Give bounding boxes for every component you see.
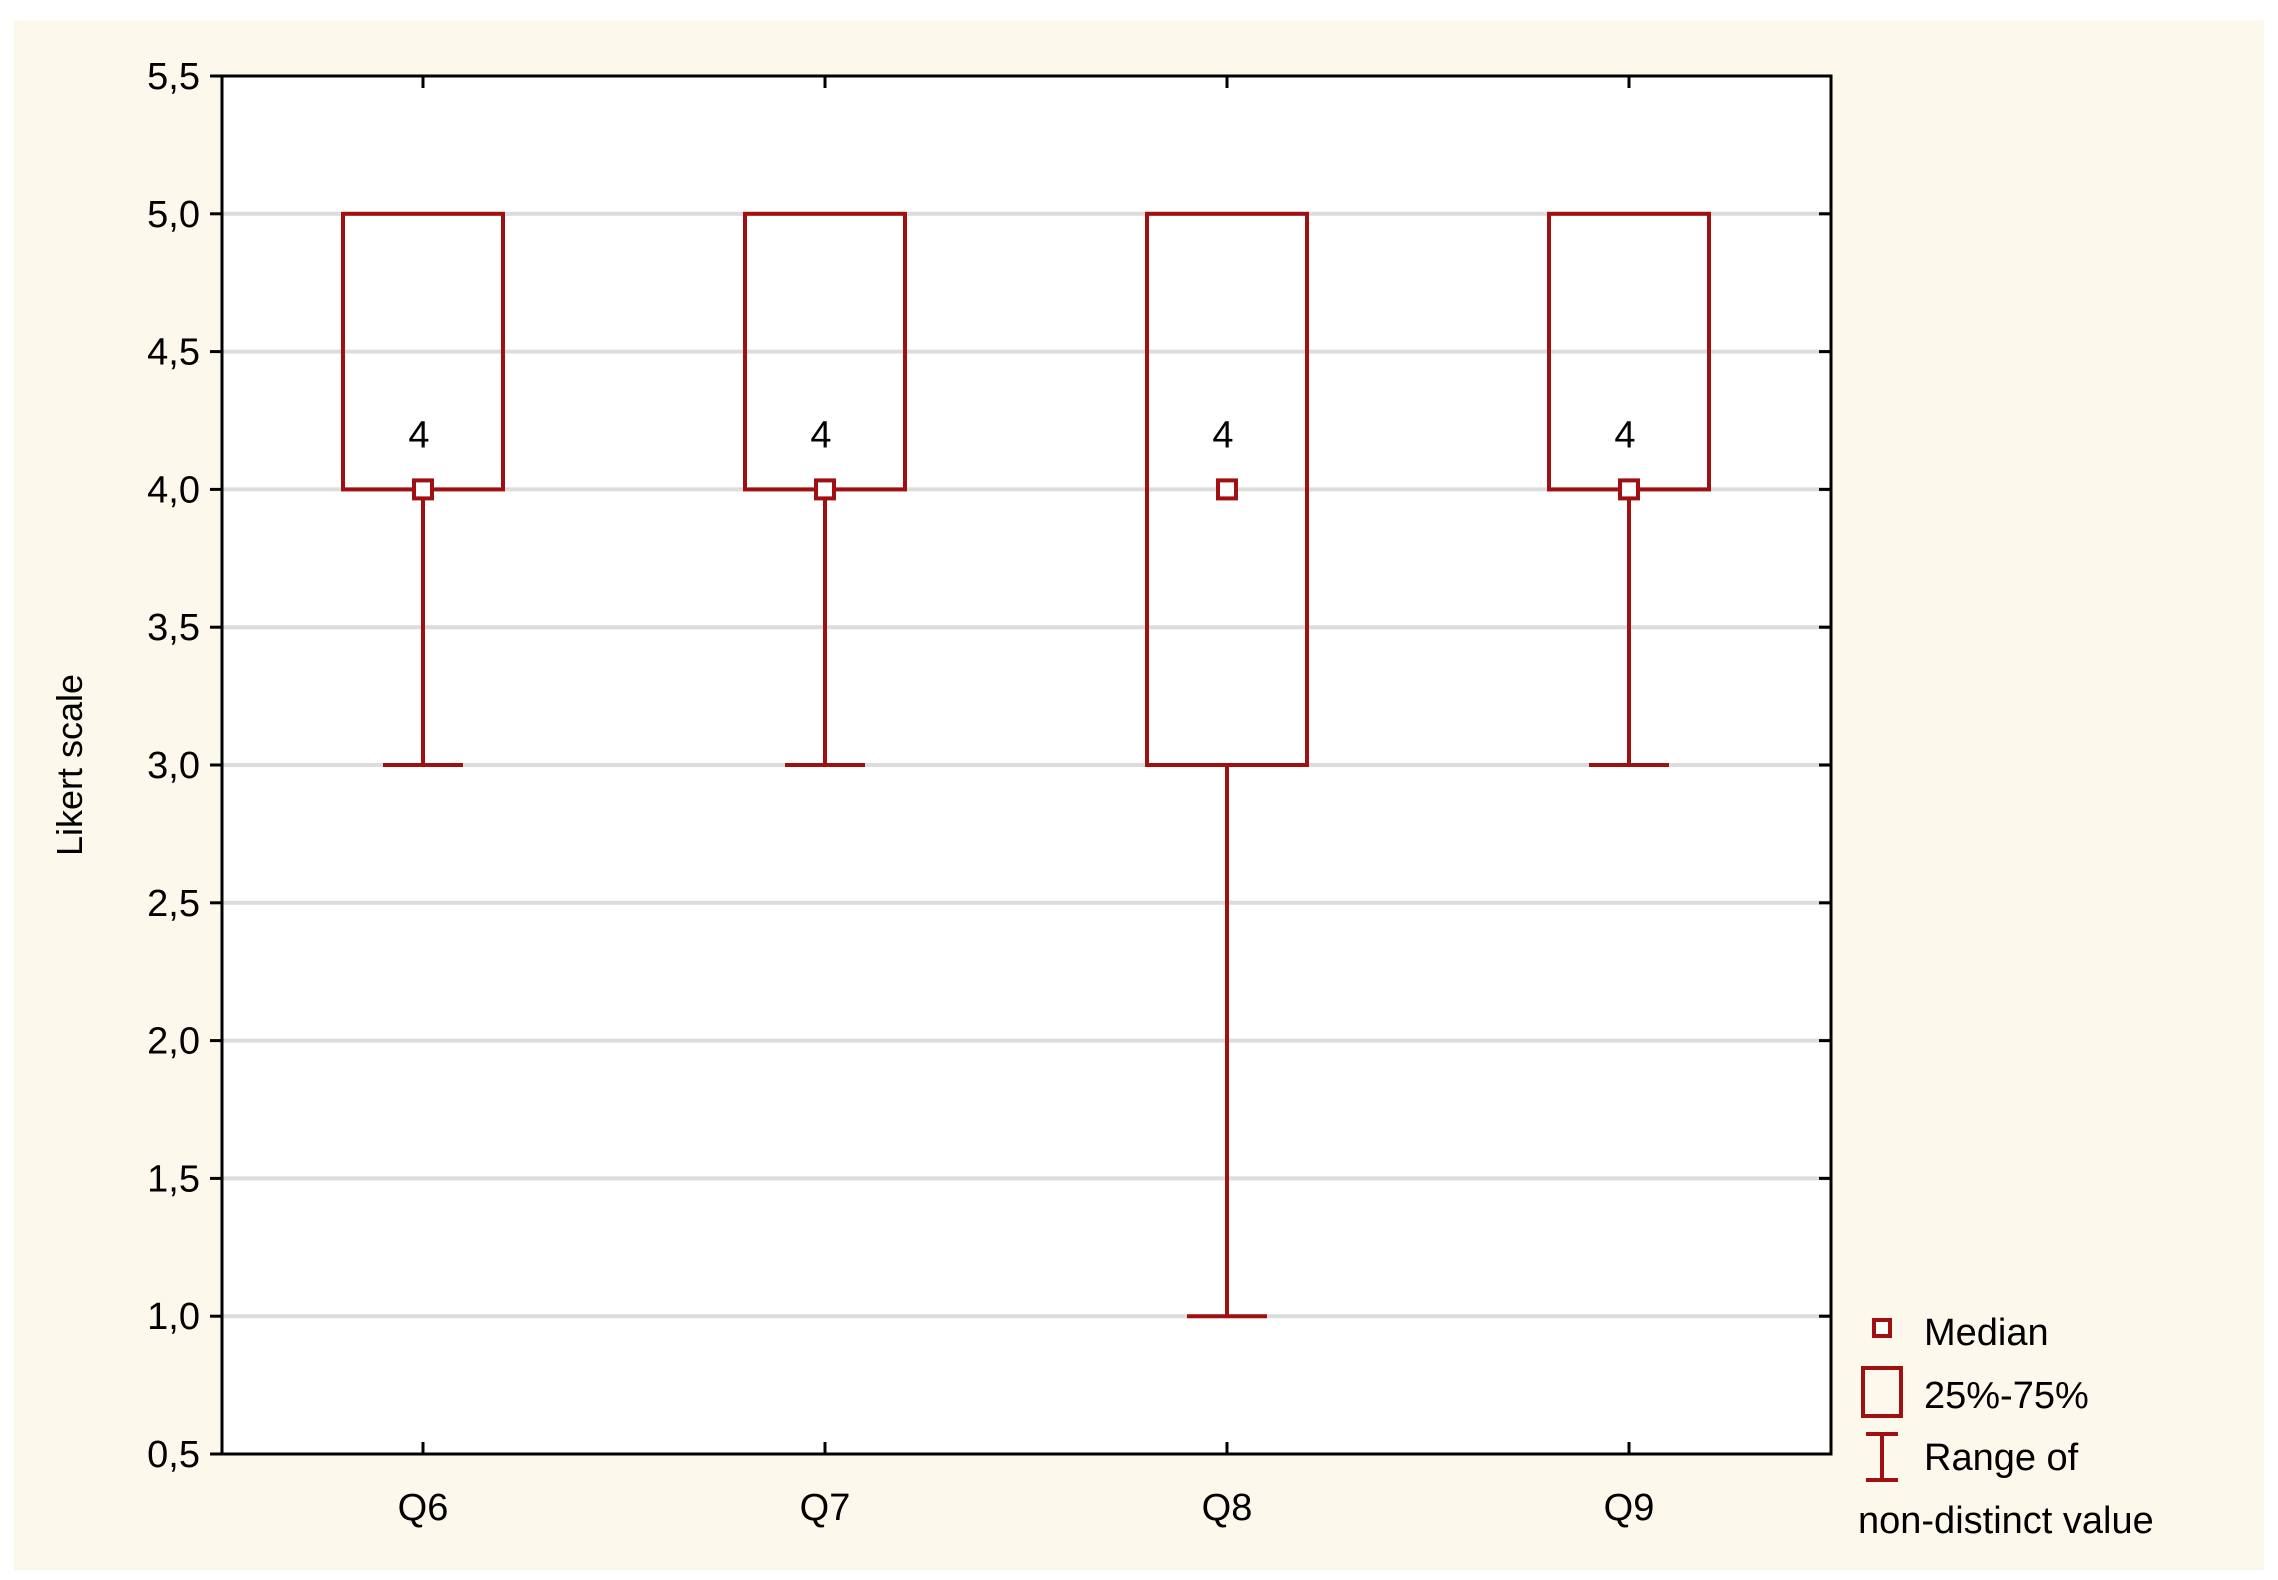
y-tick-label: 5,0 [147, 194, 200, 236]
iqr-box [1145, 211, 1309, 768]
y-tick-label: 4,0 [147, 469, 200, 511]
x-tick-label: Q6 [398, 1487, 449, 1529]
y-tick-label: 0,5 [147, 1434, 200, 1476]
median-value-label: 4 [810, 414, 831, 456]
legend-entry: non-distinct value [1858, 1500, 2154, 1542]
median-marker [1216, 478, 1238, 501]
legend-box-icon [1861, 1366, 1903, 1418]
y-tick-label: 3,5 [147, 607, 200, 649]
x-tick-label: Q9 [1604, 1487, 1655, 1529]
median-marker [814, 478, 836, 501]
y-tick-label: 4,5 [147, 332, 200, 374]
median-value-label: 4 [1614, 414, 1635, 456]
median-marker [1618, 478, 1640, 501]
y-axis-title: Likert scale [49, 674, 90, 856]
legend-entry: Range of [1924, 1437, 2079, 1479]
legend-entry: Median [1924, 1312, 2049, 1354]
legend: Median 25%-75% Range of non-distinct value [1858, 1312, 2154, 1542]
median-value-label: 4 [1212, 414, 1233, 456]
y-tick-label: 2,5 [147, 883, 200, 925]
x-tick-label: Q7 [800, 1487, 851, 1529]
median-marker [412, 478, 434, 501]
median-value-label: 4 [408, 414, 429, 456]
y-tick-label: 5,5 [147, 56, 200, 98]
y-tick-label: 1,0 [147, 1296, 200, 1338]
legend-median-icon [1872, 1318, 1892, 1338]
y-tick-label: 1,5 [147, 1158, 200, 1200]
y-tick-label: 3,0 [147, 745, 200, 787]
y-tick-label: 2,0 [147, 1021, 200, 1063]
x-tick-label: Q8 [1202, 1487, 1253, 1529]
legend-entry: 25%-75% [1924, 1375, 2089, 1417]
